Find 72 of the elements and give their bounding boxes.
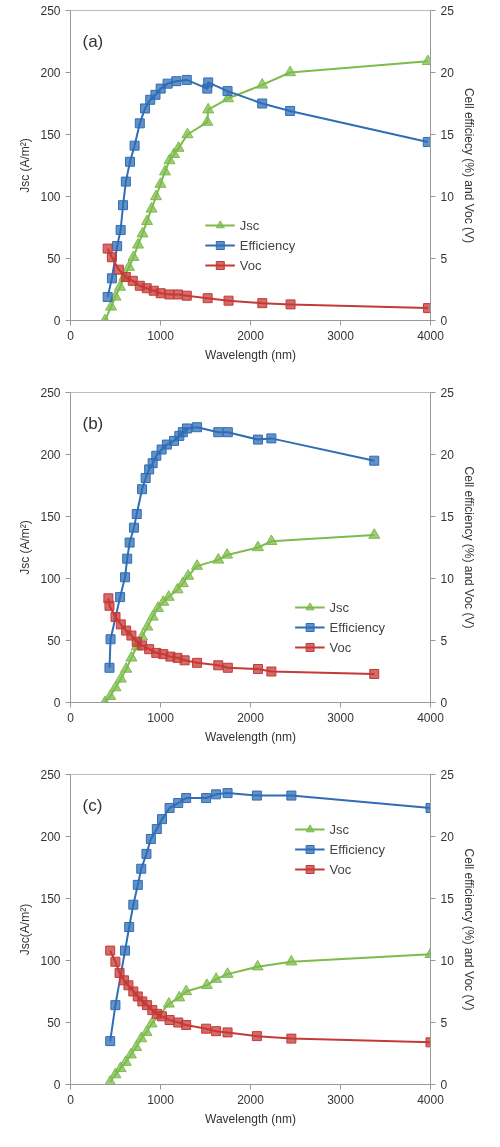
y2-tick-label: 10 (440, 954, 455, 968)
y2-axis-title: Cell efficiecy (%) and Voc (V) (461, 87, 476, 244)
legend-label: Efficiency (239, 237, 296, 253)
y-tick-label: 100 (40, 572, 61, 586)
y2-tick-label: 15 (440, 510, 455, 524)
y2-axis-title: Cell efficiency (%) and Voc (V) (461, 466, 476, 629)
x-tick-label: 2000 (237, 1092, 265, 1107)
y-tick-label: 50 (47, 634, 61, 648)
y2-tick-label: 25 (440, 386, 455, 400)
y2-tick-label: 20 (440, 66, 455, 80)
x-tick-label: 3000 (327, 710, 355, 725)
y-tick-label: 250 (40, 768, 61, 782)
y-tick-label: 250 (40, 4, 61, 18)
y2-axis-title: Cell efficiency (%) and Voc (V) (461, 848, 476, 1011)
x-tick-label: 2000 (237, 710, 265, 725)
x-tick-label: 1000 (147, 1092, 175, 1107)
y-tick-label: 0 (53, 314, 61, 328)
y-tick-label: 150 (40, 128, 61, 142)
legend-label: Jsc (329, 821, 350, 837)
x-tick-label: 3000 (327, 328, 355, 343)
legend-label: Efficiency (329, 619, 385, 635)
x-tick-label: 4000 (417, 1092, 445, 1107)
y2-tick-label: 25 (440, 4, 455, 18)
x-tick-label: 1000 (147, 328, 175, 343)
y-tick-label: 0 (53, 696, 61, 710)
legend-label: Jsc (329, 599, 350, 615)
y2-tick-label: 25 (440, 768, 455, 782)
legend-label: Voc (329, 861, 352, 877)
x-axis-title: Wavelength (nm) (205, 1111, 296, 1126)
x-tick-label: 0 (67, 710, 75, 725)
y2-tick-label: 20 (440, 448, 455, 462)
y-tick-label: 200 (40, 448, 61, 462)
annotation: (c) (82, 795, 103, 815)
y2-tick-label: 10 (440, 572, 455, 586)
y2-tick-label: 10 (440, 190, 455, 204)
y2-tick-label: 20 (440, 830, 455, 844)
y-axis-title: Jsc (A/m²) (18, 138, 33, 193)
y2-tick-label: 5 (440, 1016, 448, 1030)
y2-tick-label: 5 (440, 252, 448, 266)
y2-tick-label: 15 (440, 892, 455, 906)
x-tick-label: 0 (67, 328, 75, 343)
y-tick-label: 50 (47, 1016, 61, 1030)
y-tick-label: 0 (53, 1078, 61, 1092)
y2-tick-label: 0 (440, 1078, 448, 1092)
legend-label: Jsc (239, 217, 260, 233)
x-tick-label: 4000 (417, 328, 445, 343)
y-tick-label: 200 (40, 66, 61, 80)
y2-tick-label: 15 (440, 128, 455, 142)
x-axis-title: Wavelength (nm) (205, 729, 296, 744)
annotation: (a) (82, 31, 104, 51)
y-axis-title: Jsc(A/m²) (18, 903, 33, 956)
x-tick-label: 0 (67, 1092, 75, 1107)
x-tick-label: 1000 (147, 710, 175, 725)
y2-tick-label: 0 (440, 314, 448, 328)
legend-label: Efficiency (329, 841, 385, 857)
y-tick-label: 50 (47, 252, 61, 266)
y2-tick-label: 5 (440, 634, 448, 648)
y-tick-label: 100 (40, 190, 61, 204)
legend-label: Voc (239, 257, 262, 273)
y-axis-title: Jsc (A/m²) (18, 520, 33, 575)
y-tick-label: 200 (40, 830, 61, 844)
x-tick-label: 2000 (237, 328, 265, 343)
annotation: (b) (82, 413, 104, 433)
x-axis-title: Wavelength (nm) (205, 347, 296, 362)
y-tick-label: 100 (40, 954, 61, 968)
x-tick-label: 4000 (417, 710, 445, 725)
y-tick-label: 150 (40, 510, 61, 524)
legend-label: Voc (329, 639, 352, 655)
y-tick-label: 150 (40, 892, 61, 906)
y-tick-label: 250 (40, 386, 61, 400)
x-tick-label: 3000 (327, 1092, 355, 1107)
y2-tick-label: 0 (440, 696, 448, 710)
